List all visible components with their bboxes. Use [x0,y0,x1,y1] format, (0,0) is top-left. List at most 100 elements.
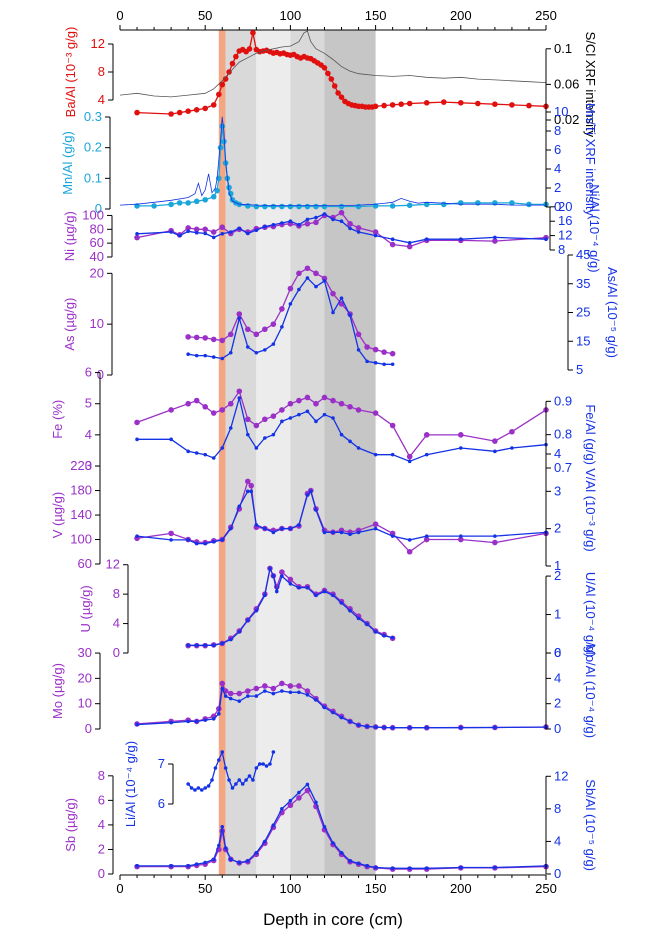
sb-data-point [493,865,497,870]
u-data-point [268,566,272,571]
mo-data-point [223,694,228,698]
v-data-point [135,534,139,538]
sb-data-point [373,865,378,870]
sb-data-point [339,851,344,855]
mn-data-point [423,201,430,208]
as-data-point [296,270,302,277]
fe-data-point [305,409,310,414]
ni-data-point [372,229,379,235]
mo-data-point [314,698,318,702]
mn-data-point [338,203,345,210]
v-left-tick-label: 60 [78,556,92,571]
sb-data-point [331,841,335,845]
x-axis-title: Depth in core (cm) [263,910,403,929]
as-data-point [314,284,318,289]
fe-data-point [185,400,191,407]
v-data-point [288,526,293,531]
mn-data-point [210,193,217,200]
fe-data-point [219,407,226,413]
ni-data-point [390,237,395,241]
li-left-axis-title: Li/Al (10⁻⁴ g/g) [123,741,138,827]
fe-data-point [246,432,250,437]
mn-left-axis-title: Mn/Al (g/g) [60,131,75,195]
li-data-point [223,766,228,770]
li-data-point [261,762,265,766]
ni-data-point [356,230,361,234]
ba-data-point [423,100,430,106]
sb-data-point [356,861,361,866]
mo-data-point [254,694,259,698]
ni-data-point [304,220,311,227]
as-data-point [203,353,207,358]
as-data-point [202,335,208,341]
top-x-tick-label: 0 [116,8,123,23]
as-data-point [263,348,267,352]
ba-right-axis-title: S/Cl XRF intensity [583,32,598,138]
fe-data-point [220,446,225,450]
bottom-x-tick-label: 0 [116,881,123,896]
u-left-tick-label: 4 [113,616,120,631]
fe-data-point [373,452,378,457]
ni-data-point [348,226,352,231]
mn-data-point [226,184,232,191]
ni-data-point [313,219,319,226]
fe-data-point [262,416,268,423]
v-data-point [169,538,173,542]
mn-data-point [279,203,285,210]
v-data-point [194,541,199,546]
u-data-point [373,630,378,634]
mo-left-tick-label: 10 [78,696,92,711]
depth-zone-0 [218,30,226,875]
depth-zone-4 [324,30,376,875]
as-data-point [219,337,226,344]
fe-data-point [134,419,140,426]
v-data-point [220,538,225,542]
mo-data-point [135,722,139,727]
mn-data-point [355,203,362,210]
mn-right-tick-label: 6 [554,142,561,157]
li-data-point [264,764,269,768]
mo-right-axis-title: Mo/Al (10⁻⁴ g/g) [583,644,598,738]
li-data-point [220,750,225,754]
mn-data-point [221,138,227,145]
ba-left-tick-label: 8 [98,64,105,79]
v-data-point [309,489,313,494]
ba-data-point [509,102,515,108]
li-data-point [234,782,238,786]
ba-right-tick-label: 0.1 [554,41,572,56]
fe-left-tick-label: 4 [85,427,92,442]
mn-data-point [526,201,532,208]
mn-data-point [214,187,220,194]
li-data-point [193,788,197,792]
as-right-tick-label: 35 [576,276,590,291]
ba-data-point [250,30,256,36]
u-data-point [339,601,344,605]
ni-data-point [210,229,217,235]
as-data-point [331,310,335,315]
ba-data-point [246,46,253,52]
fe-data-point [313,400,319,407]
mo-data-point [237,699,242,703]
mo-data-point [211,717,216,721]
ni-data-point [297,223,301,227]
as-data-point [365,359,369,364]
fe-data-point [356,446,361,450]
fe-data-point [390,452,395,457]
fe-left-tick-label: 6 [85,365,92,380]
ba-data-point [219,81,226,88]
as-data-point [193,334,200,341]
ba-right-tick-label: 0.02 [554,112,579,127]
as-data-point [339,296,344,300]
ni-left-tick-label: 40 [90,249,104,264]
v-data-point [254,523,259,527]
ba-data-point [226,69,232,75]
mo-data-point [253,685,260,692]
sb-right-axis-title: Sb/Al (10⁻⁵ g/g) [583,779,598,871]
ni-series-1 [135,212,548,245]
u-data-point [211,643,216,648]
ni-data-point [228,230,233,234]
fe-data-point [194,451,199,455]
as-data-point [297,287,301,292]
u-data-point [246,618,250,623]
